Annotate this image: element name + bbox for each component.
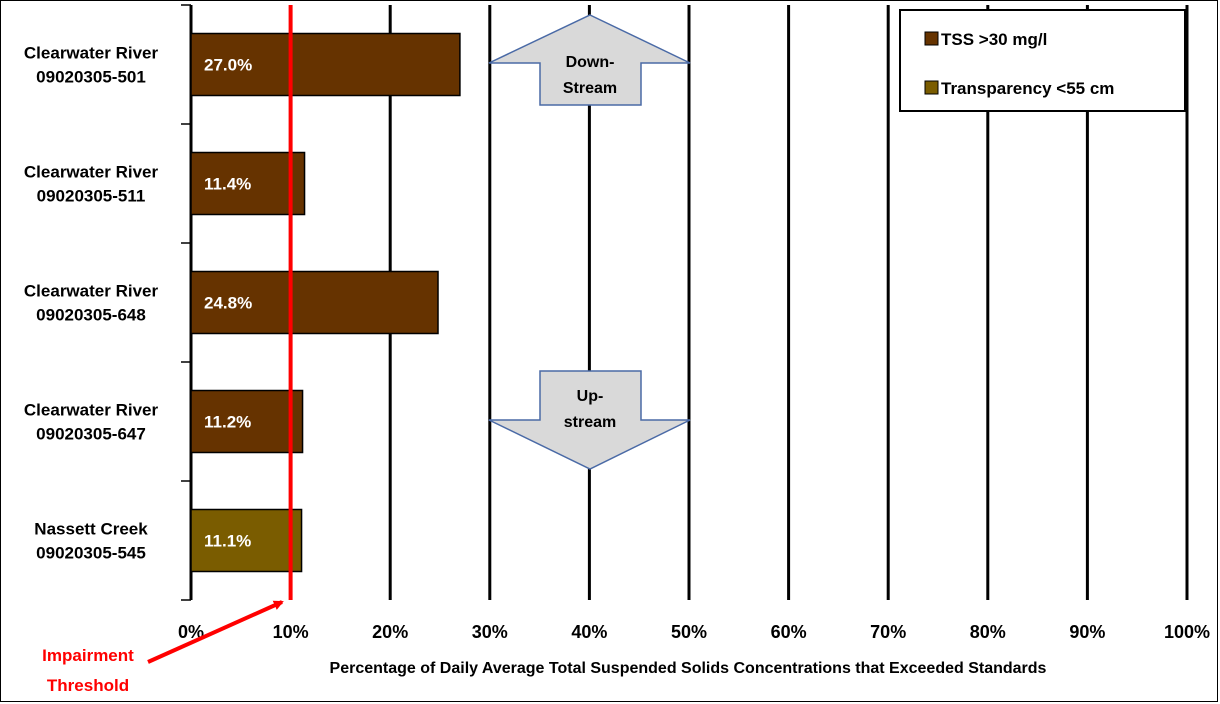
threshold-label-line1: Impairment bbox=[42, 646, 134, 665]
bar-2 bbox=[190, 270, 439, 335]
downstream-arrow-line2: Stream bbox=[563, 80, 617, 97]
x-tick-label-9: 90% bbox=[1069, 622, 1105, 642]
category-label-3-line-1: 09020305-647 bbox=[36, 425, 146, 444]
bar-0 bbox=[190, 32, 461, 97]
upstream-arrow-line2: stream bbox=[564, 414, 616, 431]
x-axis-title: Percentage of Daily Average Total Suspen… bbox=[330, 660, 1047, 677]
threshold-pointer-arrow bbox=[147, 600, 284, 664]
legend-label-tss: TSS >30 mg/l bbox=[941, 30, 1047, 49]
category-label-0-line-1: 09020305-501 bbox=[36, 68, 146, 87]
x-tick-label-7: 70% bbox=[870, 622, 906, 642]
category-label-4-line-0: Nassett Creek bbox=[34, 520, 148, 539]
bar-value-label-4: 11.1% bbox=[204, 532, 251, 551]
x-tick-label-1: 10% bbox=[273, 622, 309, 642]
direction-arrows: Down- Stream Up- stream bbox=[488, 14, 691, 470]
category-label-2-line-0: Clearwater River bbox=[24, 282, 159, 301]
x-tick-label-2: 20% bbox=[372, 622, 408, 642]
legend-label-transparency: Transparency <55 cm bbox=[941, 79, 1114, 98]
legend-box bbox=[899, 9, 1186, 112]
bar-value-label-2: 24.8% bbox=[204, 294, 252, 313]
bar-1 bbox=[190, 151, 306, 216]
upstream-arrow-shape bbox=[488, 370, 691, 470]
x-tick-labels: 0% 10% 20% 30% 40% 50% 60% 70% 80% 90% 100% bbox=[178, 622, 1210, 642]
category-label-1-line-0: Clearwater River bbox=[24, 163, 159, 182]
x-tick-label-5: 50% bbox=[671, 622, 707, 642]
category-label-4-line-1: 09020305-545 bbox=[36, 544, 146, 563]
bar-value-label-3: 11.2% bbox=[204, 413, 251, 432]
bars: 27.0% 11.4% 24.8% 11.2% 11.1% bbox=[190, 32, 461, 573]
legend-swatch-tss bbox=[924, 31, 939, 46]
bar-3 bbox=[190, 389, 304, 454]
bar-value-label-0: 27.0% bbox=[204, 56, 252, 75]
x-tick-label-6: 60% bbox=[771, 622, 807, 642]
x-tick-label-0: 0% bbox=[178, 622, 204, 642]
category-label-0-line-0: Clearwater River bbox=[24, 44, 159, 63]
bar-4 bbox=[190, 508, 303, 573]
upstream-arrow-line1: Up- bbox=[577, 388, 604, 405]
x-tick-label-8: 80% bbox=[970, 622, 1006, 642]
x-tick-label-3: 30% bbox=[472, 622, 508, 642]
category-labels: Clearwater River 09020305-501 Clearwater R… bbox=[24, 44, 159, 563]
downstream-arrow-line1: Down- bbox=[566, 54, 615, 71]
legend: TSS >30 mg/l Transparency <55 cm bbox=[899, 9, 1186, 112]
threshold-label-line2: Threshold bbox=[47, 676, 129, 695]
category-label-2-line-1: 09020305-648 bbox=[36, 306, 146, 325]
x-tick-label-10: 100% bbox=[1164, 622, 1210, 642]
downstream-arrow-shape bbox=[488, 14, 691, 106]
category-label-3-line-0: Clearwater River bbox=[24, 401, 159, 420]
bar-value-label-1: 11.4% bbox=[204, 175, 251, 194]
x-tick-label-4: 40% bbox=[571, 622, 607, 642]
legend-swatch-transparency bbox=[924, 80, 939, 95]
category-label-1-line-1: 09020305-511 bbox=[37, 187, 146, 206]
